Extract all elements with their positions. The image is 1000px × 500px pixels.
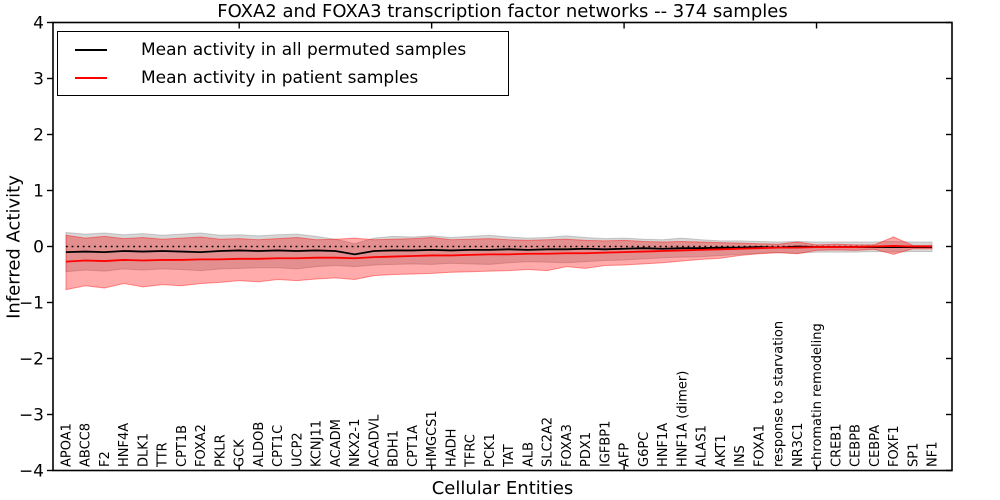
- x-tick-label: PCK1: [483, 433, 498, 467]
- x-tick-label: HMGCS1: [425, 410, 440, 467]
- x-tick-label: HNF1A (dimer): [675, 371, 690, 467]
- y-axis-label: Inferred Activity: [3, 175, 25, 319]
- x-tick-label: NR3C1: [791, 423, 806, 467]
- x-tick-label: HNF4A: [117, 423, 132, 467]
- x-tick-label: FOXA1: [752, 424, 767, 467]
- x-tick-label: IGFBP1: [598, 421, 613, 467]
- x-tick-label: APOA1: [60, 423, 75, 467]
- y-tick-label: 0: [33, 238, 44, 258]
- legend-label: Mean activity in patient samples: [141, 68, 419, 88]
- x-tick-label: PDX1: [579, 432, 594, 467]
- x-tick-label: FOXF1: [887, 425, 902, 467]
- x-tick-label: FOXA3: [560, 424, 575, 467]
- y-tick-label: −1: [19, 294, 44, 314]
- x-tick-label: BDH1: [387, 430, 402, 467]
- x-axis-label: Cellular Entities: [431, 478, 574, 499]
- x-tick-label: HADH: [444, 429, 459, 467]
- x-tick-label: GCK: [233, 439, 248, 467]
- chart-title: FOXA2 and FOXA3 transcription factor net…: [217, 1, 788, 22]
- patient-mean-line: [65, 245, 932, 263]
- y-tick-label: 3: [33, 70, 44, 90]
- x-tick-label: TFRC: [464, 434, 479, 468]
- y-tick-label: −2: [19, 350, 44, 370]
- x-tick-label: AFP: [618, 443, 633, 467]
- legend-item-patient: Mean activity in patient samples: [58, 64, 508, 92]
- x-tick-label: AKT1: [714, 434, 729, 467]
- x-tick-label: TTR: [156, 442, 171, 468]
- patient-std-band: [65, 234, 933, 291]
- x-tick-label: PKLR: [213, 434, 228, 467]
- legend: Mean activity in all permuted samples Me…: [57, 31, 509, 96]
- legend-label: Mean activity in all permuted samples: [141, 40, 467, 60]
- y-tick-label: 4: [33, 14, 44, 34]
- x-tick-label: ALDOB: [252, 422, 267, 467]
- x-tick-label: NF1: [926, 442, 941, 467]
- x-tick-label: HNF1A: [656, 423, 671, 467]
- x-tick-label: F2: [98, 451, 113, 467]
- y-tick-label: −3: [19, 406, 44, 426]
- x-tick-label: INS: [733, 445, 748, 467]
- y-tick-label: 2: [33, 126, 44, 146]
- x-tick-label: FOXA2: [194, 424, 209, 467]
- x-tick-label: TAT: [502, 444, 517, 468]
- x-tick-label: KCNJ11: [310, 420, 325, 467]
- legend-item-permuted: Mean activity in all permuted samples: [58, 36, 508, 64]
- x-tick-label: ABCC8: [79, 423, 94, 467]
- x-tick-label: CPT1A: [406, 425, 421, 467]
- x-tick-label: CEBPB: [849, 424, 864, 467]
- x-tick-label: NKX2-1: [348, 419, 363, 467]
- x-tick-label: ACADVL: [367, 414, 382, 467]
- x-tick-label: CPT1C: [271, 425, 286, 467]
- x-tick-label: UCP2: [290, 432, 305, 467]
- x-tick-label: chromatin remodeling: [810, 323, 825, 467]
- patient-line-swatch: [75, 77, 107, 79]
- permuted-std-band: [65, 231, 933, 273]
- x-tick-label: ALAS1: [695, 425, 710, 467]
- y-tick-label: −4: [19, 462, 44, 482]
- x-tick-label: CPT1B: [175, 425, 190, 467]
- x-tick-label: ALB: [521, 442, 536, 467]
- x-tick-label: CREB1: [829, 423, 844, 467]
- x-tick-label: SLC2A2: [541, 417, 556, 467]
- x-tick-label: CEBPA: [868, 425, 883, 467]
- x-tick-label: ACADM: [329, 419, 344, 467]
- y-tick-label: 1: [33, 182, 44, 202]
- permuted-line-swatch: [75, 49, 107, 51]
- x-tick-label: SP1: [906, 443, 921, 467]
- x-tick-label: G6PC: [637, 432, 652, 467]
- x-tick-label: response to starvation: [772, 321, 787, 467]
- x-tick-label: DLK1: [136, 433, 151, 467]
